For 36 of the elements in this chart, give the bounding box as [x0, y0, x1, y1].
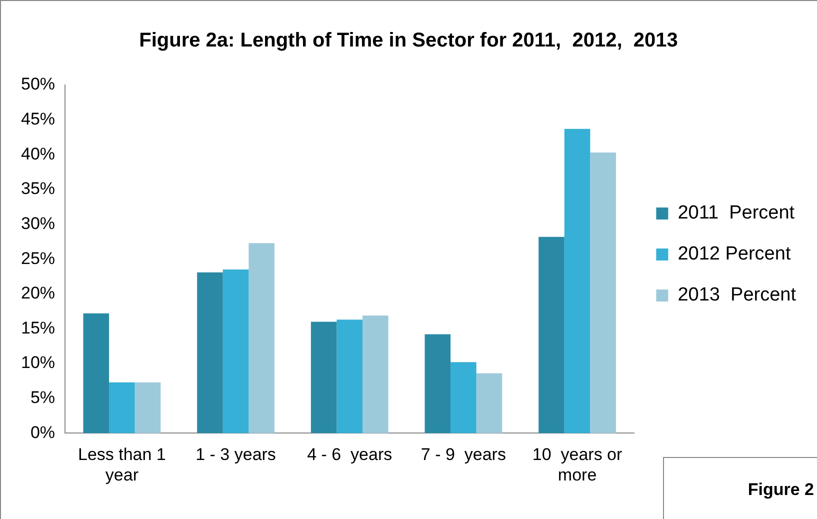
x-tick-label: Less than 1 year: [78, 445, 166, 484]
legend-label: 2012 Percent: [678, 244, 792, 265]
y-tick-label: 0%: [30, 422, 56, 442]
bar: [197, 272, 223, 434]
legend-label: 2011 Percent: [678, 202, 796, 224]
bar: [590, 152, 616, 434]
x-tick-label: 10 years or more: [532, 445, 622, 484]
y-tick-label: 5%: [30, 388, 56, 408]
bar: [109, 382, 135, 434]
legend-label: 2013 Percent: [678, 284, 797, 306]
bar: [450, 362, 476, 434]
y-tick-label: 45%: [20, 110, 56, 129]
bar: [134, 382, 161, 434]
bar: [248, 243, 274, 434]
y-tick-label: 50%: [20, 74, 56, 94]
y-tick-label: 30%: [20, 214, 56, 233]
y-tick-label: 40%: [20, 144, 56, 164]
bar: [538, 236, 564, 434]
bar: [336, 320, 363, 434]
y-tick-label: 35%: [20, 179, 56, 198]
bar: [564, 128, 590, 434]
x-tick-label: 7 - 9 years: [420, 445, 506, 464]
bar: [476, 373, 502, 434]
bar: [310, 322, 337, 434]
y-tick-label: 15%: [20, 318, 56, 338]
x-tick-label: 1 - 3 years: [196, 445, 276, 464]
bar: [424, 334, 451, 434]
y-tick-label: 25%: [20, 248, 56, 268]
bar: [362, 316, 388, 434]
chart-title: Figure 2a: Length of Time in Sector for 2011, 2012, 2013: [139, 30, 678, 52]
bar: [222, 270, 249, 434]
x-tick-label: 4 - 6 years: [307, 445, 392, 464]
y-tick-label: 10%: [20, 353, 56, 372]
bar: [83, 313, 110, 434]
y-tick-label: 20%: [20, 284, 56, 303]
caption: Figure 2: [663, 457, 817, 519]
